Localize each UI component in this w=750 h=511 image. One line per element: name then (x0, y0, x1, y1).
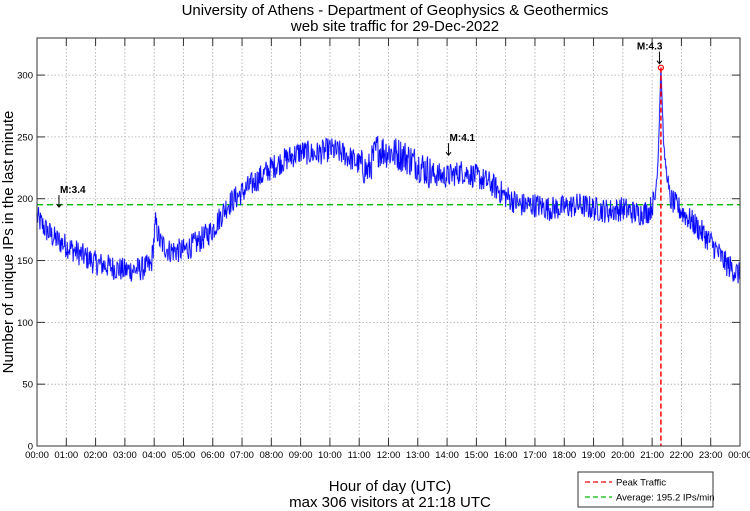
traffic-series-line (36, 67, 741, 284)
y-tick-label: 200 (17, 194, 33, 205)
annotation-arrowhead (56, 203, 62, 208)
x-tick-label: 08:00 (259, 450, 283, 461)
peak-marker (657, 64, 665, 71)
x-tick-label: 02:00 (84, 450, 108, 461)
y-tick-label: 100 (17, 318, 33, 329)
legend: Peak Traffic Average: 195.2 IPs/min (577, 471, 715, 508)
data-layer: M:3.4 M:4.1 M:4.3 (36, 42, 741, 446)
y-tick-label: 0 (28, 442, 33, 453)
y-tick-label: 250 (17, 132, 33, 143)
x-tick-label: 01:00 (54, 450, 78, 461)
x-tick-label: 07:00 (230, 450, 254, 461)
x-tick-label: 23:00 (699, 450, 723, 461)
x-tick-label: 03:00 (113, 450, 137, 461)
y-tick-label: 50 (22, 380, 33, 391)
annotation-label: M:4.1 (450, 133, 476, 144)
x-tick-label: 20:00 (611, 450, 635, 461)
x-tick-label: 18:00 (552, 450, 576, 461)
x-axis-ticks: 00:00 01:00 02:00 03:00 04:00 05:00 06:00 07:00… (25, 38, 750, 461)
grid-lines (37, 38, 740, 446)
x-tick-label: 14:00 (435, 450, 459, 461)
x-tick-label: 19:00 (582, 450, 606, 461)
x-tick-label: 15:00 (464, 450, 488, 461)
x-tick-label: 10:00 (318, 450, 342, 461)
x-tick-label: 04:00 (142, 450, 166, 461)
x-axis-sublabel: max 306 visitors at 21:18 UTC (289, 494, 491, 511)
annotation-label: M:4.3 (637, 42, 663, 53)
x-tick-label: 00:00 (25, 450, 49, 461)
x-tick-label: 11:00 (348, 450, 371, 461)
legend-peak-label: Peak Traffic (616, 478, 666, 489)
y-axis-label: Number of unique IPs in the last minute (0, 111, 17, 374)
chart-title: University of Athens - Department of Geo… (182, 2, 609, 19)
annotation-label: M:3.4 (60, 185, 86, 196)
x-tick-label: 22:00 (670, 450, 694, 461)
x-axis-label: Hour of day (UTC) (329, 478, 452, 495)
x-tick-label: 06:00 (201, 450, 225, 461)
x-tick-label: 12:00 (377, 450, 401, 461)
x-tick-label: 21:00 (640, 450, 664, 461)
legend-box (577, 471, 714, 508)
y-tick-label: 150 (17, 256, 33, 267)
y-axis-ticks: 0 50 100 150 200 250 300 (17, 71, 740, 453)
x-tick-label: 09:00 (289, 450, 313, 461)
x-tick-label: 17:00 (523, 450, 547, 461)
y-tick-label: 300 (17, 71, 33, 82)
annotation-arrowhead (656, 60, 663, 65)
x-tick-label: 13:00 (406, 450, 430, 461)
legend-average-label: Average: 195.2 IPs/min (616, 493, 715, 504)
x-tick-label: 05:00 (172, 450, 196, 461)
x-tick-label: 00:00 (728, 450, 750, 461)
chart-subtitle: web site traffic for 29-Dec-2022 (290, 18, 499, 35)
annotation-arrowhead (445, 151, 452, 156)
x-tick-label: 16:00 (494, 450, 518, 461)
